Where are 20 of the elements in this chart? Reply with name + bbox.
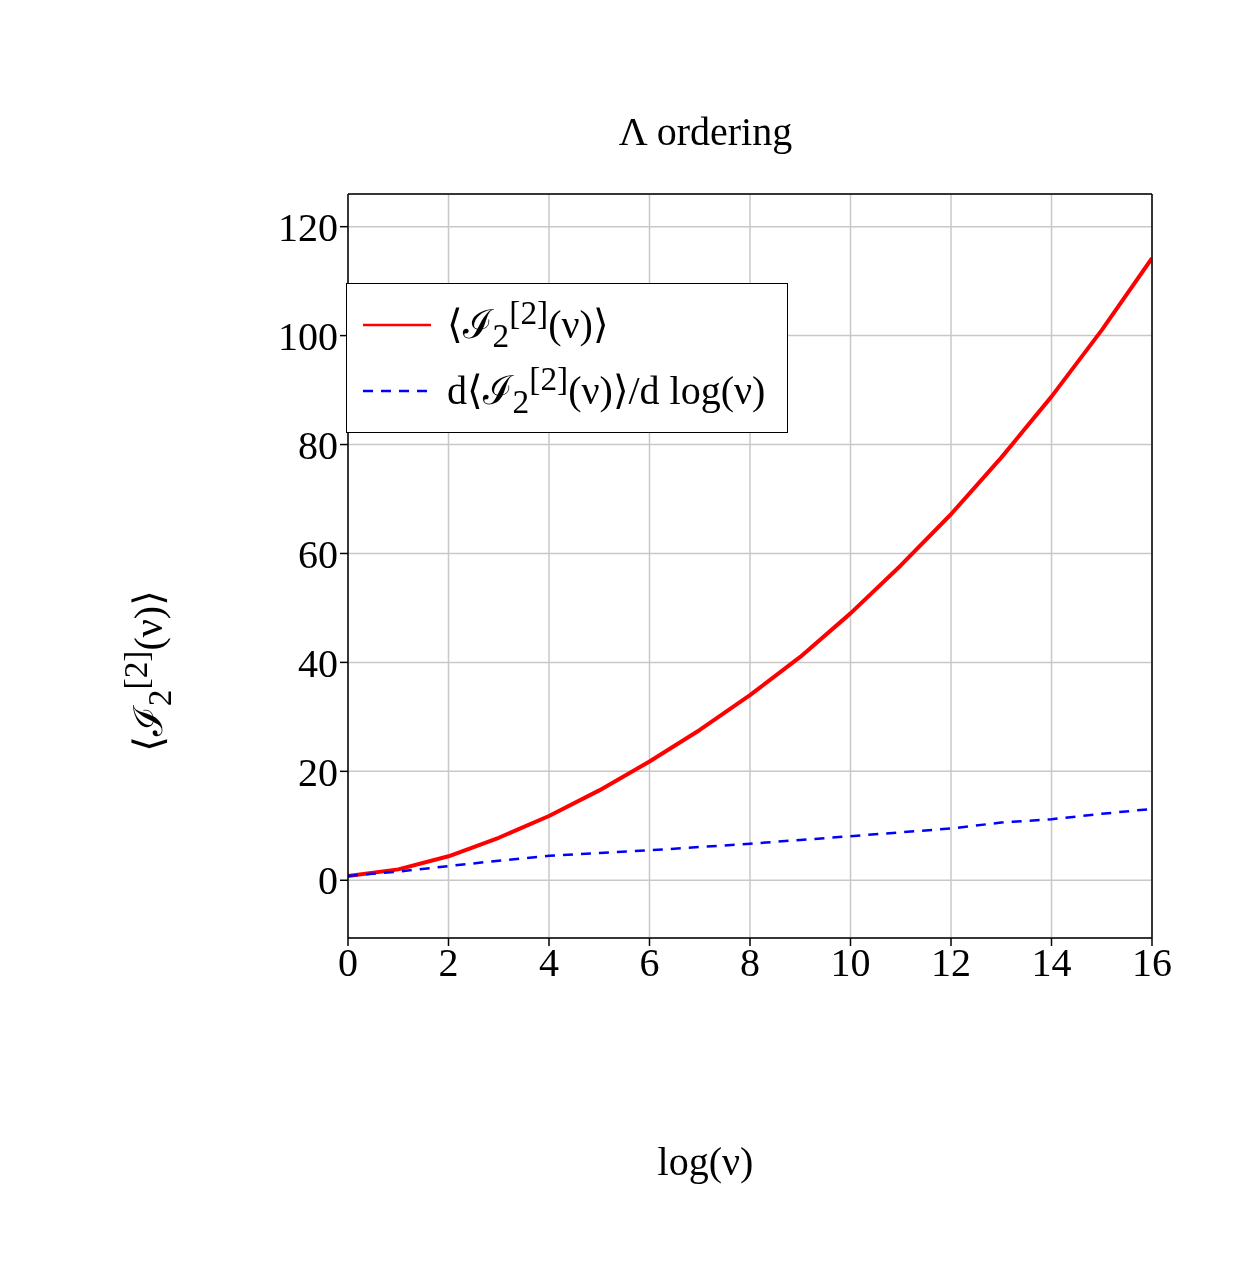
- y-tick-label: 100: [278, 313, 338, 359]
- x-tick-label: 6: [639, 940, 660, 986]
- x-tick-label: 16: [1132, 940, 1172, 986]
- line-series: [348, 256, 1152, 878]
- legend-label: d⟨ℐ$_{2}$$^{[2]}$(ν)⟩/d log(ν): [447, 360, 766, 422]
- x-tick-label: 8: [740, 940, 760, 986]
- y-tick-label: 0: [318, 858, 338, 904]
- x-tick-label: 12: [931, 940, 971, 986]
- y-tick-label: 20: [298, 749, 338, 795]
- y-tick-label: 120: [278, 204, 338, 250]
- x-tick-label: 2: [438, 940, 459, 986]
- x-tick-label: 4: [539, 940, 559, 986]
- y-tick-label: 40: [298, 640, 338, 686]
- chart-title: Λ ordering: [617, 108, 794, 155]
- x-tick-label: 10: [830, 940, 871, 986]
- y-tick-label: 80: [298, 422, 338, 468]
- legend-label: ⟨ℐ$_{2}$$^{[2]}$(ν)⟩: [447, 294, 609, 356]
- x-tick-label: 14: [1031, 940, 1072, 986]
- x-axis-title: log(ν): [656, 1138, 755, 1185]
- y-tick-label: 60: [298, 531, 338, 577]
